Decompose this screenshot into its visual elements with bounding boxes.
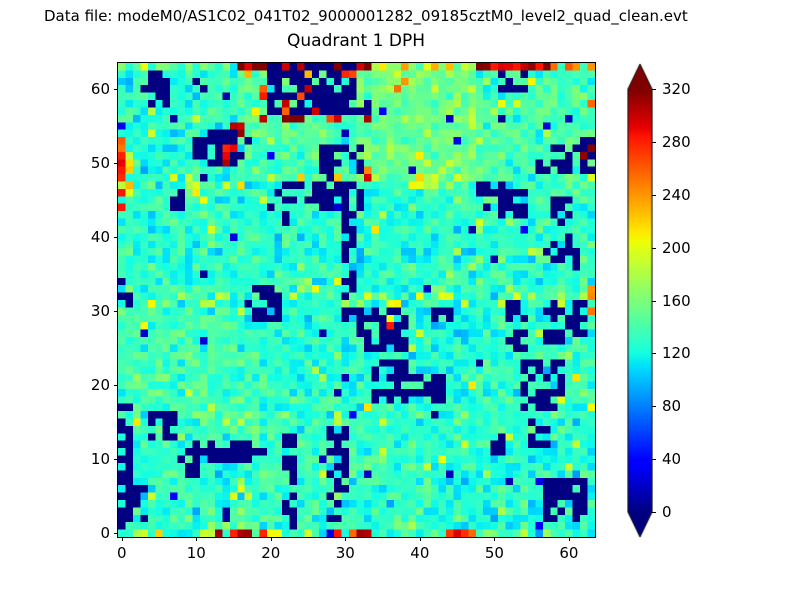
x-tick-label: 60 xyxy=(559,544,579,562)
y-tick-mark xyxy=(114,237,118,239)
x-tick-mark xyxy=(419,537,421,541)
colorbar-tick-label: 320 xyxy=(662,80,691,98)
y-tick-label: 10 xyxy=(90,450,110,469)
y-tick-label: 30 xyxy=(90,302,110,321)
colorbar-canvas xyxy=(627,63,653,538)
colorbar-tick-mark xyxy=(652,194,656,196)
colorbar-tick-label: 200 xyxy=(662,238,691,257)
x-tick-mark xyxy=(345,537,347,541)
y-tick-mark xyxy=(114,533,118,535)
x-tick-mark xyxy=(494,537,496,541)
y-tick-label: 20 xyxy=(90,376,110,395)
heatmap-canvas xyxy=(118,63,595,537)
y-tick-label: 40 xyxy=(90,228,110,247)
data-file-label: Data file: modeM0/AS1C02_041T02_90000012… xyxy=(44,7,688,25)
colorbar-tick-mark xyxy=(652,353,656,355)
y-tick-label: 0 xyxy=(100,524,110,543)
colorbar-tick-label: 120 xyxy=(662,344,691,363)
plot-area xyxy=(117,62,596,538)
y-tick-mark xyxy=(114,311,118,313)
x-tick-label: 50 xyxy=(484,544,504,562)
colorbar-tick-mark xyxy=(652,459,656,461)
colorbar-tick-label: 160 xyxy=(662,291,691,310)
x-tick-label: 40 xyxy=(410,544,430,562)
y-tick-mark xyxy=(114,385,118,387)
colorbar-tick-mark xyxy=(652,406,656,408)
y-tick-label: 60 xyxy=(90,79,110,98)
colorbar-tick-mark xyxy=(652,512,656,513)
x-tick-label: 20 xyxy=(261,544,281,562)
colorbar-tick-mark xyxy=(652,247,656,249)
y-tick-mark xyxy=(114,88,118,90)
x-tick-label: 0 xyxy=(116,544,127,562)
x-tick-mark xyxy=(196,537,198,541)
colorbar-tick-label: 280 xyxy=(662,132,691,151)
colorbar-tick-label: 0 xyxy=(662,503,672,521)
colorbar-tick-label: 240 xyxy=(662,185,691,204)
plot-title: Quadrant 1 DPH xyxy=(287,31,425,51)
colorbar-tick-mark xyxy=(652,300,656,302)
x-tick-label: 30 xyxy=(335,544,355,562)
x-tick-mark xyxy=(568,537,570,541)
x-tick-mark xyxy=(121,537,123,541)
y-tick-mark xyxy=(114,162,118,164)
colorbar-tick-label: 80 xyxy=(662,397,682,416)
colorbar-tick-label: 40 xyxy=(662,450,682,469)
y-tick-label: 50 xyxy=(90,153,110,172)
x-tick-mark xyxy=(270,537,272,541)
x-tick-label: 10 xyxy=(186,544,206,562)
y-tick-mark xyxy=(114,459,118,461)
colorbar-tick-mark xyxy=(652,141,656,143)
colorbar-tick-mark xyxy=(652,89,656,90)
